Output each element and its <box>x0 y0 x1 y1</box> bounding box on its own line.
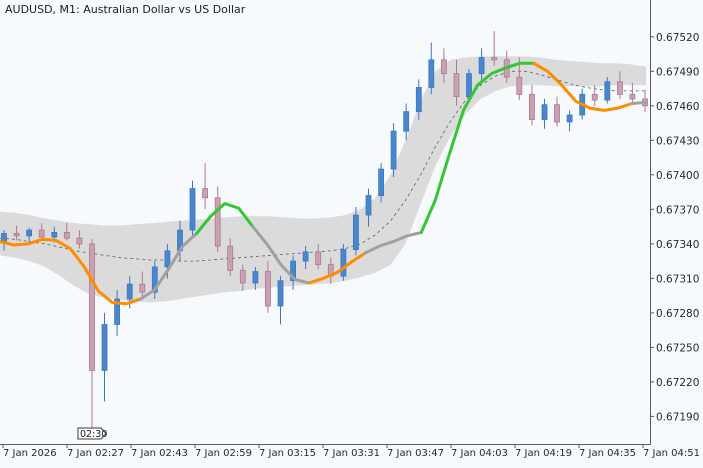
envelope-band <box>0 56 646 303</box>
candle-body <box>591 93 598 101</box>
colored-moving-average <box>0 61 648 306</box>
candle-body <box>390 130 397 170</box>
midline-path <box>0 70 646 262</box>
x-tick-label: 7 Jan 02:59 <box>195 448 252 459</box>
y-tick-label: 0.67370 <box>656 204 699 216</box>
candle-body <box>89 243 95 371</box>
candle-body <box>202 188 209 199</box>
candle-body <box>114 298 120 325</box>
candle-body <box>491 57 498 61</box>
ma-segment-gray <box>251 225 311 285</box>
candle-body <box>290 260 297 282</box>
candle-body <box>516 76 523 95</box>
ma-segment-orange <box>307 251 367 285</box>
y-tick-label: 0.67520 <box>656 32 699 44</box>
candlesticks <box>1 31 648 428</box>
candle-body <box>529 93 535 121</box>
y-tick-label: 0.67400 <box>656 170 699 182</box>
axes <box>0 0 651 445</box>
x-tick-label: 7 Jan 04:51 <box>643 448 700 459</box>
time-marker-label: 02:30 <box>80 429 107 440</box>
x-tick-label: 7 Jan 03:31 <box>323 448 380 459</box>
candle-body <box>38 229 45 238</box>
time-marker[interactable]: 02:30 <box>77 427 107 440</box>
y-tick-label: 0.67310 <box>656 273 699 285</box>
x-tick-label: 7 Jan 03:47 <box>387 448 444 459</box>
candle-body <box>51 231 58 238</box>
y-tick-label: 0.67250 <box>656 342 699 354</box>
x-axis-ticks: 7 Jan 2026 7 Jan 02:27 7 Jan 02:43 7 Jan 02… <box>2 444 700 459</box>
candle-body <box>566 114 573 123</box>
x-tick-label: 7 Jan 03:15 <box>259 448 316 459</box>
candle-body <box>26 229 33 237</box>
y-axis-ticks: 0.67520 0.67490 0.67460 0.67430 0.67400 0.673… <box>650 32 699 423</box>
envelope-midline <box>0 70 646 262</box>
x-tick-label: 7 Jan 04:03 <box>451 448 508 459</box>
candle-body <box>151 266 158 293</box>
x-tick-label: 7 Jan 2026 <box>3 448 57 459</box>
candle-body <box>139 283 146 293</box>
y-tick-label: 0.67430 <box>656 135 699 147</box>
ma-segment-orange <box>0 237 142 306</box>
ma-segment-orange <box>532 61 634 112</box>
candle-body <box>164 250 171 268</box>
candle-body <box>264 271 271 307</box>
candle-body <box>617 81 623 95</box>
ma-segment-gray <box>138 232 199 301</box>
y-tick-label: 0.67220 <box>656 377 699 389</box>
candle-body <box>629 93 636 100</box>
candle-body <box>415 87 422 113</box>
x-tick-label: 7 Jan 02:27 <box>67 448 124 459</box>
candle-body <box>541 104 548 121</box>
candle-body <box>352 214 359 251</box>
candle-body <box>365 195 372 216</box>
ma-segment-green <box>419 61 536 234</box>
candle-body <box>378 168 385 197</box>
candle-body <box>277 280 284 307</box>
ma-segment-gray <box>363 230 423 255</box>
candle-body <box>189 188 196 231</box>
y-tick-label: 0.67460 <box>656 101 699 113</box>
candle-body <box>403 111 410 132</box>
candle-body <box>76 237 83 245</box>
candle-body <box>252 271 259 284</box>
y-tick-label: 0.67340 <box>656 239 699 251</box>
ma-segment-gray <box>630 100 648 105</box>
candle-body <box>554 104 560 123</box>
envelope-fill <box>0 56 646 303</box>
x-tick-label: 7 Jan 04:19 <box>515 448 572 459</box>
y-tick-label: 0.67490 <box>656 66 699 78</box>
candle-body <box>604 81 611 101</box>
candle-body <box>478 57 485 75</box>
candle-body <box>466 73 472 97</box>
candle-body <box>13 233 20 237</box>
candle-body <box>126 283 133 300</box>
chart-title: AUDUSD, M1: Australian Dollar vs US Doll… <box>5 3 246 16</box>
candle-body <box>315 251 322 265</box>
candle-body <box>63 231 70 239</box>
y-tick-label: 0.67280 <box>656 308 699 320</box>
candle-body <box>340 249 347 277</box>
x-tick-label: 7 Jan 04:35 <box>579 448 636 459</box>
candle-body <box>453 73 460 97</box>
candle-body <box>239 269 246 284</box>
y-tick-label: 0.67190 <box>656 411 699 423</box>
candle-body <box>101 323 108 371</box>
time-marker-box[interactable] <box>77 427 107 440</box>
candle-body <box>302 251 309 262</box>
candle-body <box>214 197 221 247</box>
candle-body <box>1 233 7 243</box>
candle-body <box>227 245 234 271</box>
candle-body <box>428 59 435 88</box>
ma-segment-green <box>195 202 255 235</box>
candle-body <box>440 59 447 74</box>
x-tick-label: 7 Jan 02:43 <box>131 448 188 459</box>
